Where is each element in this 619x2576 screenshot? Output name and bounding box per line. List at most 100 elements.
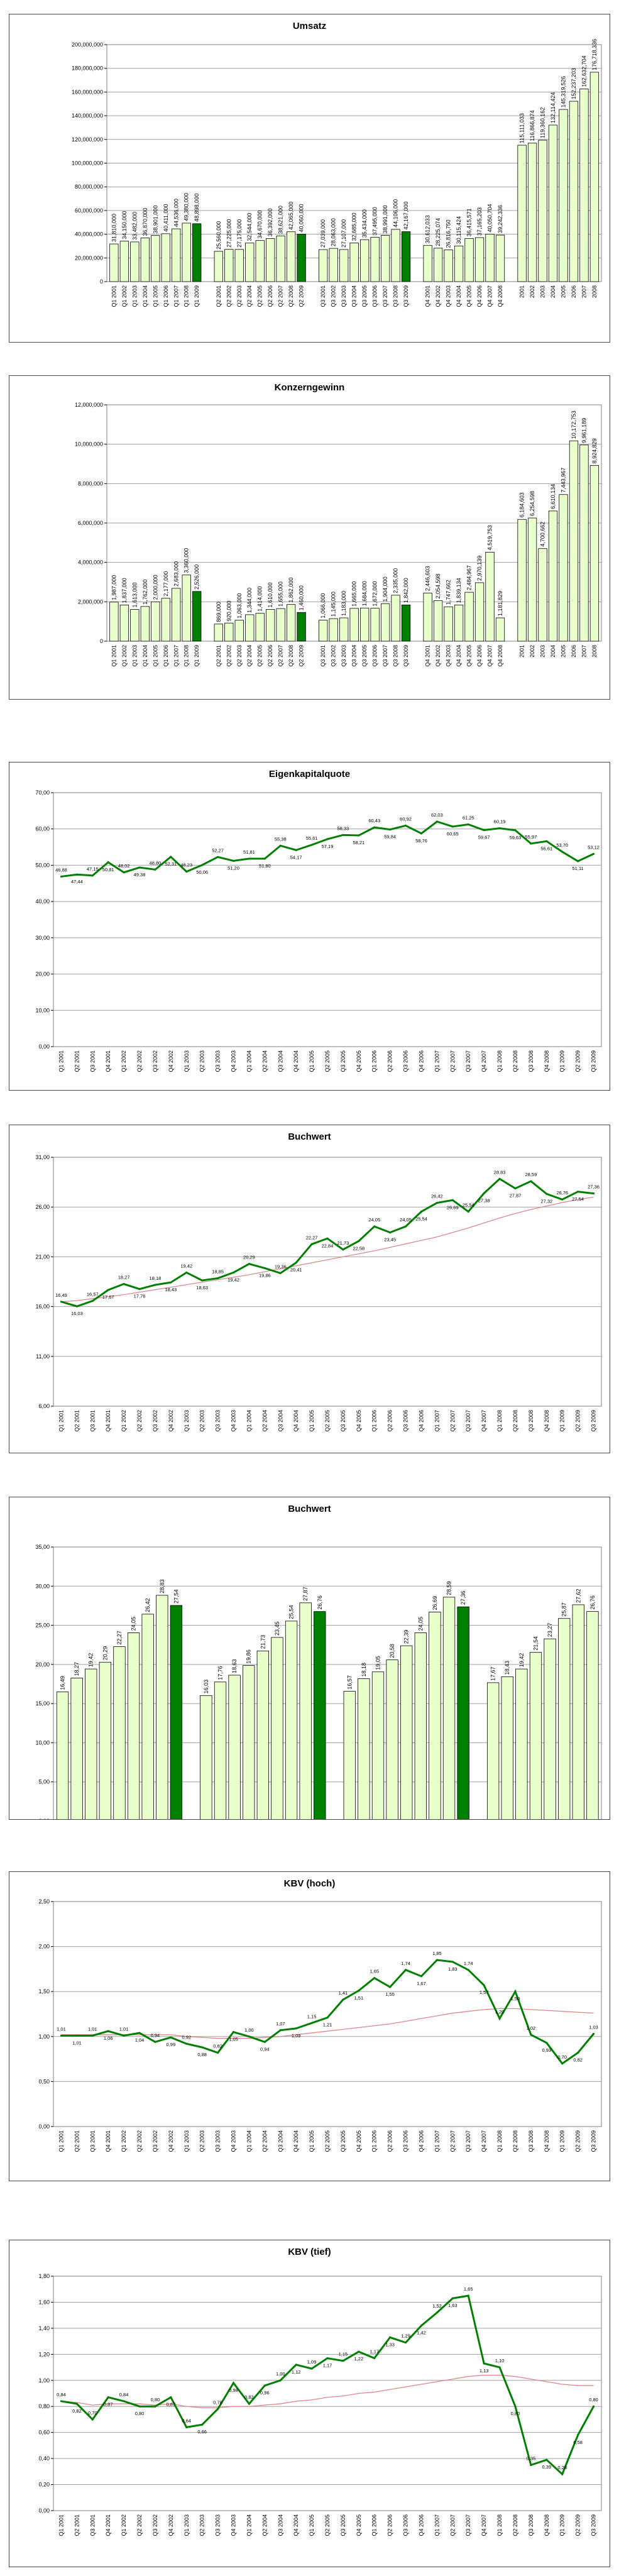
- data-label: 1,74: [464, 1961, 473, 1966]
- chart-title: KBV (tief): [288, 2247, 331, 2257]
- data-point: [295, 2364, 297, 2366]
- data-point: [91, 2034, 94, 2037]
- data-point: [467, 1210, 469, 1213]
- x-tick-label: 2008: [591, 645, 598, 658]
- bar: [113, 1646, 126, 1819]
- data-point: [326, 838, 329, 840]
- x-tick-label: Q3 2009: [403, 285, 409, 307]
- x-tick-label: Q3 2001: [89, 1050, 96, 1072]
- x-tick-label: Q3 2006: [403, 2514, 409, 2536]
- data-label: 50,81: [102, 867, 114, 872]
- data-point: [279, 1272, 282, 1274]
- y-tick-label: 0,00: [38, 1043, 50, 1050]
- bar: [380, 235, 390, 282]
- bar: [400, 1645, 413, 1819]
- x-tick-label: Q3 2005: [361, 645, 368, 667]
- data-point: [561, 1198, 564, 1201]
- bar: [359, 607, 370, 642]
- data-point: [545, 840, 548, 842]
- data-point: [358, 1240, 360, 1242]
- x-tick-label: Q1 2001: [58, 2514, 64, 2536]
- y-tick-label: 80,000,000: [75, 184, 103, 190]
- data-label: 26,816,750: [446, 219, 452, 248]
- data-point: [530, 1180, 532, 1182]
- x-tick-label: Q4 2001: [105, 2514, 111, 2536]
- data-label: 27,225,000: [226, 219, 232, 248]
- bar: [586, 1611, 599, 1819]
- data-label: 57,19: [322, 844, 334, 849]
- data-point: [60, 2400, 63, 2403]
- data-label: 162,632,704: [581, 55, 587, 87]
- chart-panel-umsatz: Umsatz 0 20,000,000 40,000,000 60,000,000 80…: [9, 14, 610, 343]
- bar: [319, 620, 328, 642]
- data-point: [326, 1237, 329, 1240]
- data-point: [420, 832, 423, 835]
- x-tick-label: Q4 2001: [425, 285, 431, 307]
- x-tick-label: Q2 2006: [387, 1050, 393, 1072]
- data-point: [498, 1177, 501, 1180]
- x-tick-label: Q4 2005: [466, 645, 473, 667]
- x-tick-label: Q2 2007: [278, 645, 284, 667]
- x-tick-label: 2005: [560, 645, 566, 658]
- x-tick-label: Q4 2008: [544, 1410, 550, 1432]
- data-label: 1,65: [370, 1969, 379, 1974]
- chart-buchwert-line: 6,00 11,00 16,00 21,00 26,00 31,00 Q1 2001 Q2 2…: [35, 1154, 602, 1432]
- data-label: 0,66: [197, 2429, 207, 2435]
- chart-umsatz: 0 20,000,000 40,000,000 60,000,000 80,000,00…: [72, 39, 602, 307]
- data-label: 1,65: [464, 2286, 473, 2292]
- chart-eigenkapitalquote: 0,00 10,00 20,00 30,00 40,00 50,00 60,00 70,00 Q…: [35, 790, 602, 1072]
- data-label: 47,15: [87, 866, 99, 872]
- data-label: 20,58: [389, 1644, 395, 1658]
- data-label: 0,70: [88, 2410, 97, 2416]
- data-label: 27,36: [588, 1184, 600, 1190]
- bar: [200, 1695, 212, 1819]
- x-tick-label: Q4 2004: [293, 1410, 299, 1432]
- y-tick-label: 0,80: [38, 2403, 50, 2409]
- bar: [245, 243, 255, 282]
- data-point: [185, 871, 188, 873]
- bar: [255, 613, 265, 642]
- bar: [386, 1660, 398, 1819]
- x-tick-label: Q4 2001: [105, 1410, 111, 1432]
- bar: [527, 143, 537, 282]
- x-tick-label: Q1 2005: [309, 2130, 315, 2152]
- data-label: 27,039,000: [320, 219, 326, 248]
- data-point: [467, 1969, 469, 1971]
- bar: [140, 606, 150, 642]
- data-label: 0,80: [151, 2397, 160, 2403]
- data-point: [138, 2032, 141, 2034]
- bar: [527, 517, 537, 642]
- chart-panel-eigenkapitalquote: Eigenkapitalquote 0,00 10,00 20,00 30,00 40,…: [9, 762, 610, 1091]
- bar: [285, 1621, 298, 1819]
- data-label: 0,64: [182, 2418, 191, 2423]
- data-label: 0,98: [229, 2387, 238, 2393]
- data-label: 37,165,203: [476, 207, 483, 236]
- data-label: 1,12: [292, 2369, 301, 2375]
- x-tick-label: Q2 2002: [136, 2130, 143, 2152]
- y-tick-label: 0,50: [38, 2078, 50, 2084]
- data-point: [514, 1187, 517, 1190]
- x-tick-label: 2004: [550, 285, 556, 298]
- data-label: 0,80: [511, 2411, 520, 2416]
- data-label: 36,415,571: [466, 208, 473, 236]
- x-tick-label: Q2 2004: [246, 645, 253, 667]
- data-label: 116,866,874: [529, 110, 535, 141]
- data-label: 27,38: [478, 1197, 490, 1203]
- data-point: [545, 2458, 548, 2461]
- data-label: 176,718,336: [591, 39, 598, 70]
- x-tick-label: Q2 2006: [387, 2514, 393, 2536]
- data-label: 1,04: [135, 2037, 145, 2043]
- data-label: 49,380,000: [184, 193, 190, 221]
- y-tick-label: 16,00: [35, 1304, 50, 1310]
- data-label: 1,20: [495, 2009, 505, 2015]
- data-label: 1,181,829: [497, 591, 503, 616]
- data-label: 1,17: [370, 2349, 379, 2355]
- chart-title: Buchwert: [288, 1504, 331, 1514]
- data-label: 0,28: [557, 2465, 567, 2470]
- bar: [228, 1675, 241, 1819]
- data-label: 0,70: [557, 2054, 567, 2060]
- data-label: 1,837,000: [121, 578, 128, 603]
- data-label: 16,57: [87, 1292, 99, 1297]
- data-label: 21,73: [260, 1635, 266, 1649]
- x-tick-label: Q4 2003: [231, 1050, 237, 1072]
